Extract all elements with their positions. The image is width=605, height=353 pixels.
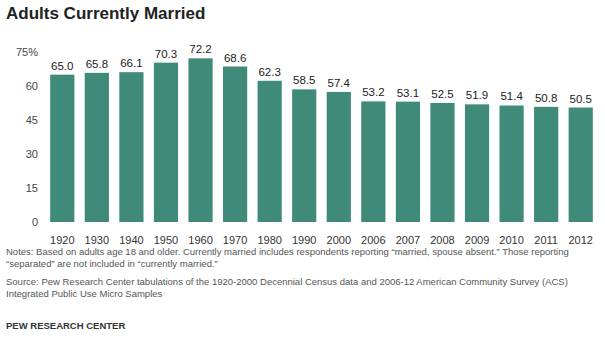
data-label: 57.4 xyxy=(328,77,351,89)
data-label: 53.2 xyxy=(362,86,384,98)
data-label: 65.8 xyxy=(86,58,108,70)
data-label: 53.1 xyxy=(397,87,419,99)
x-tick-label: 2006 xyxy=(361,234,385,245)
y-tick xyxy=(41,52,44,53)
bar xyxy=(258,81,282,222)
bar xyxy=(499,105,523,222)
bar xyxy=(327,92,351,222)
bar xyxy=(223,67,247,222)
x-tick-label: 2008 xyxy=(430,234,454,245)
bar xyxy=(569,108,593,222)
data-label: 66.1 xyxy=(120,57,142,69)
bar xyxy=(119,72,143,222)
bar xyxy=(534,107,558,222)
x-tick-label: 1930 xyxy=(85,234,109,245)
source: Source: Pew Research Center tabulations … xyxy=(6,276,596,300)
y-tick-label: 45 xyxy=(26,114,38,126)
x-tick-label: 2011 xyxy=(534,234,558,245)
x-tick-label: 1920 xyxy=(50,234,74,245)
notes: Notes: Based on adults age 18 and older.… xyxy=(6,246,596,270)
bar xyxy=(465,104,489,222)
y-tick xyxy=(41,120,44,121)
y-tick-label: 15 xyxy=(26,182,38,194)
title: Adults Currently Married xyxy=(6,4,205,24)
data-label: 51.4 xyxy=(500,90,523,102)
y-tick-label: 60 xyxy=(26,80,38,92)
x-tick-label: 1990 xyxy=(292,234,316,245)
data-label: 72.2 xyxy=(189,43,211,55)
bar xyxy=(361,101,385,222)
bar xyxy=(396,102,420,222)
bar xyxy=(292,89,316,222)
y-tick xyxy=(41,222,44,223)
y-tick xyxy=(41,154,44,155)
data-label: 51.9 xyxy=(466,89,488,101)
x-tick-label: 1940 xyxy=(119,234,143,245)
data-label: 68.6 xyxy=(224,52,246,64)
chart: 0 15 30 45 60 75% 65.0 1920 65.8 1930 66.1 1940 70.3… xyxy=(0,0,605,245)
x-tick-label: 2009 xyxy=(465,234,489,245)
data-label: 58.5 xyxy=(293,74,315,86)
data-label: 70.3 xyxy=(155,48,177,60)
bar xyxy=(154,63,178,222)
x-tick-label: 1950 xyxy=(154,234,178,245)
x-tick-label: 2010 xyxy=(499,234,523,245)
y-tick-label: 75% xyxy=(16,46,38,58)
x-tick-label: 1970 xyxy=(223,234,247,245)
x-tick-label: 1980 xyxy=(257,234,281,245)
bar xyxy=(430,103,454,222)
y-tick-label: 0 xyxy=(32,216,38,228)
bar xyxy=(50,75,74,222)
bar xyxy=(188,58,212,222)
bar xyxy=(85,73,109,222)
y-tick-label: 30 xyxy=(26,148,38,160)
x-tick-label: 2007 xyxy=(396,234,420,245)
y-tick xyxy=(41,188,44,189)
x-tick-label: 1960 xyxy=(188,234,212,245)
data-label: 50.8 xyxy=(535,92,557,104)
data-label: 52.5 xyxy=(431,88,453,100)
data-label: 62.3 xyxy=(258,66,280,78)
data-label: 65.0 xyxy=(51,60,73,72)
data-label: 50.5 xyxy=(570,93,592,105)
bars xyxy=(50,58,593,222)
credit: PEW RESEARCH CENTER xyxy=(6,320,125,331)
x-tick-label: 2012 xyxy=(568,234,592,245)
x-tick-label: 2000 xyxy=(327,234,351,245)
labels: 65.0 1920 65.8 1930 66.1 1940 70.3 1950 72.2 1960… xyxy=(50,43,593,245)
y-tick xyxy=(41,86,44,87)
